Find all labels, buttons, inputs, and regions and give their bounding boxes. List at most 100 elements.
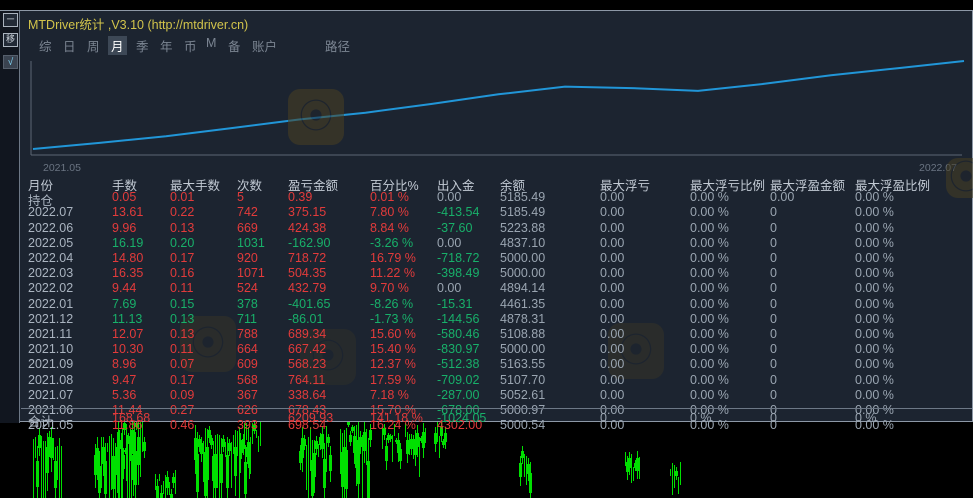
cell-mdd: 0.00 — [600, 266, 625, 281]
cell-mdd: 0.00 — [600, 296, 625, 311]
cell-bal: 5052.61 — [500, 387, 546, 402]
cell-mddp: 0.00 % — [690, 251, 729, 265]
table-row[interactable]: 2021.11 12.07 0.13 788 689.34 15.60 % -580.46 5… — [21, 327, 972, 342]
column-header-maxlots[interactable]: 最大手数 — [170, 179, 221, 193]
cell-mddp: 0.00 % — [690, 357, 729, 372]
cell-mfep: 0.00 % — [855, 387, 894, 402]
cell-mfep: 0.00 % — [855, 327, 894, 341]
table-row[interactable]: 2021.10 10.30 0.11 664 667.42 15.40 % -830.97 5… — [21, 342, 972, 357]
table-row[interactable]: 持仓 0.05 0.01 5 0.39 0.01 % 0.00 5185.49 0.00 0.00… — [21, 190, 972, 208]
cell-mfep: 0.00 % — [855, 418, 894, 433]
cell-io: -718.72 — [437, 251, 480, 265]
menu-item-5[interactable]: 年 — [160, 40, 173, 54]
column-header-count[interactable]: 次数 — [237, 179, 263, 193]
cell-pl: 764.11 — [288, 372, 326, 387]
menu-item-3[interactable]: 月 — [108, 36, 127, 55]
cell-lots: 12.07 — [112, 327, 144, 341]
column-header-mfe[interactable]: 最大浮盈金额 — [770, 179, 846, 193]
column-header-mdd[interactable]: 最大浮亏 — [600, 179, 651, 193]
table-row[interactable]: 2021.05 11.86 0.46 393 698.54 16.24 % 4302.00 5… — [21, 418, 972, 433]
table-row[interactable]: 2022.07 13.61 0.22 742 375.15 7.80 % -413.54 51… — [21, 205, 972, 220]
cell-bal: 5163.55 — [500, 357, 546, 372]
table-row[interactable]: 2021.12 11.13 0.13 711 -86.01 -1.73 % -144.56 4… — [21, 312, 972, 327]
menu-item-0[interactable]: 综 — [39, 40, 52, 54]
cell-mddp: 0.00 % — [690, 342, 729, 357]
cell-pl: 338.64 — [288, 387, 327, 402]
cell-lots: 11.44 — [112, 403, 143, 417]
cell-count: 393 — [237, 418, 258, 433]
table-row[interactable]: 2022.03 16.35 0.16 1071 504.35 11.22 % -398.49… — [21, 266, 972, 281]
table-row[interactable]: 2022.04 14.80 0.17 920 718.72 16.79 % -718.72 5… — [21, 251, 972, 266]
cell-mdd: 0.00 — [600, 281, 625, 296]
column-header-io[interactable]: 出入金 — [437, 179, 475, 193]
cell-lots: 8.96 — [112, 357, 137, 372]
cell-maxlots: 0.13 — [170, 311, 195, 326]
table-row[interactable]: 2021.06 11.44 0.27 626 678.43 15.70 % -678.00 5… — [21, 403, 972, 418]
cell-mfe: 0 — [770, 281, 777, 296]
cell-mfe: 0 — [770, 220, 777, 235]
menu-item-1[interactable]: 日 — [63, 40, 76, 54]
cell-count: 711 — [237, 311, 257, 326]
cell-pct: 15.70 % — [370, 403, 416, 417]
cell-mfe: 0 — [770, 205, 777, 220]
table-row[interactable]: 2022.06 9.96 0.13 669 424.38 8.84 % -37.60 5223… — [21, 221, 972, 236]
cell-month: 2022.07 — [28, 205, 74, 220]
menu-item-6[interactable]: 币 — [184, 40, 197, 54]
cell-pct: 0.01 % — [370, 190, 409, 205]
cell-maxlots: 0.46 — [170, 418, 195, 433]
cell-lots: 0.05 — [112, 190, 137, 205]
cell-pl: 689.34 — [288, 327, 327, 341]
cell-mfep: 0.00 % — [855, 205, 894, 220]
equity-curve-chart[interactable]: 2021.05 2022.07 — [21, 55, 972, 175]
cell-mfe: 0 — [770, 342, 777, 357]
x-axis-end-label: 2022.07 — [919, 162, 957, 174]
menu-item-8[interactable]: 备 — [228, 40, 241, 54]
cell-mfe: 0 — [770, 235, 777, 250]
cell-mfep: 0.00 % — [855, 235, 894, 250]
cell-count: 1071 — [237, 266, 265, 281]
column-header-mfep[interactable]: 最大浮盈比例 — [855, 179, 931, 193]
cell-month: 2021.10 — [28, 342, 74, 357]
cell-pl: 568.23 — [288, 357, 327, 372]
table-row[interactable]: 2022.01 7.69 0.15 378 -401.65 -8.26 % -15.31 44… — [21, 297, 972, 312]
table-row[interactable]: 2021.09 8.96 0.07 609 568.23 12.37 % -512.38 51… — [21, 357, 972, 372]
column-header-lots[interactable]: 手数 — [112, 179, 138, 193]
move-button[interactable]: 移 — [3, 33, 18, 47]
cell-bal: 5185.49 — [500, 190, 546, 205]
cell-pl: 0.39 — [288, 190, 313, 205]
cell-io: -37.60 — [437, 220, 473, 235]
cell-month: 2021.11 — [28, 327, 73, 341]
cell-io: -830.97 — [437, 342, 480, 357]
menu-item-4[interactable]: 季 — [136, 40, 149, 54]
cell-mdd: 0.00 — [600, 190, 625, 205]
column-header-month[interactable]: 月份 — [28, 179, 54, 193]
cell-mfe: 0 — [770, 357, 777, 372]
cell-mdd: 0.00 — [600, 205, 625, 220]
cell-pl: 667.42 — [288, 342, 327, 357]
table-row[interactable]: 2022.05 16.19 0.20 1031 -162.90 -3.26 % 0.00 48… — [21, 236, 972, 251]
cell-mfe: 0 — [770, 311, 777, 326]
cell-month: 2021.06 — [28, 403, 74, 417]
cell-maxlots: 0.16 — [170, 266, 195, 281]
cell-mfep: 0.00 % — [855, 251, 894, 265]
column-header-pct[interactable]: 百分比% — [370, 179, 419, 193]
cell-mfe: 0 — [770, 403, 777, 417]
column-header-pl[interactable]: 盈亏金额 — [288, 179, 339, 193]
cell-mfep: 0.00 % — [855, 220, 894, 235]
toggle-chart-button[interactable]: √ — [3, 55, 18, 69]
table-row[interactable]: 2021.07 5.36 0.09 367 338.64 7.18 % -287.00 505… — [21, 388, 972, 403]
cell-pl: -86.01 — [288, 311, 324, 326]
cell-io: -144.56 — [437, 311, 480, 326]
column-header-mddp[interactable]: 最大浮亏比例 — [690, 179, 766, 193]
cell-mfep: 0.00 % — [855, 403, 894, 417]
menu-item-9[interactable]: 账户 — [252, 40, 278, 54]
table-row[interactable]: 2022.02 9.44 0.11 524 432.79 9.70 % 0.00 4894.1… — [21, 281, 972, 296]
menu-item-10[interactable]: 路径 — [325, 40, 351, 54]
cell-pct: -8.26 % — [370, 296, 414, 311]
menu-item-2[interactable]: 周 — [87, 40, 100, 54]
table-row[interactable]: 2021.08 9.47 0.17 568 764.11 17.59 % -709.02 51… — [21, 373, 972, 388]
menu-item-7[interactable]: M — [206, 36, 217, 50]
minimize-button[interactable]: ─ — [3, 13, 18, 27]
cell-month: 2021.12 — [28, 311, 74, 326]
column-header-bal[interactable]: 余额 — [500, 179, 526, 193]
